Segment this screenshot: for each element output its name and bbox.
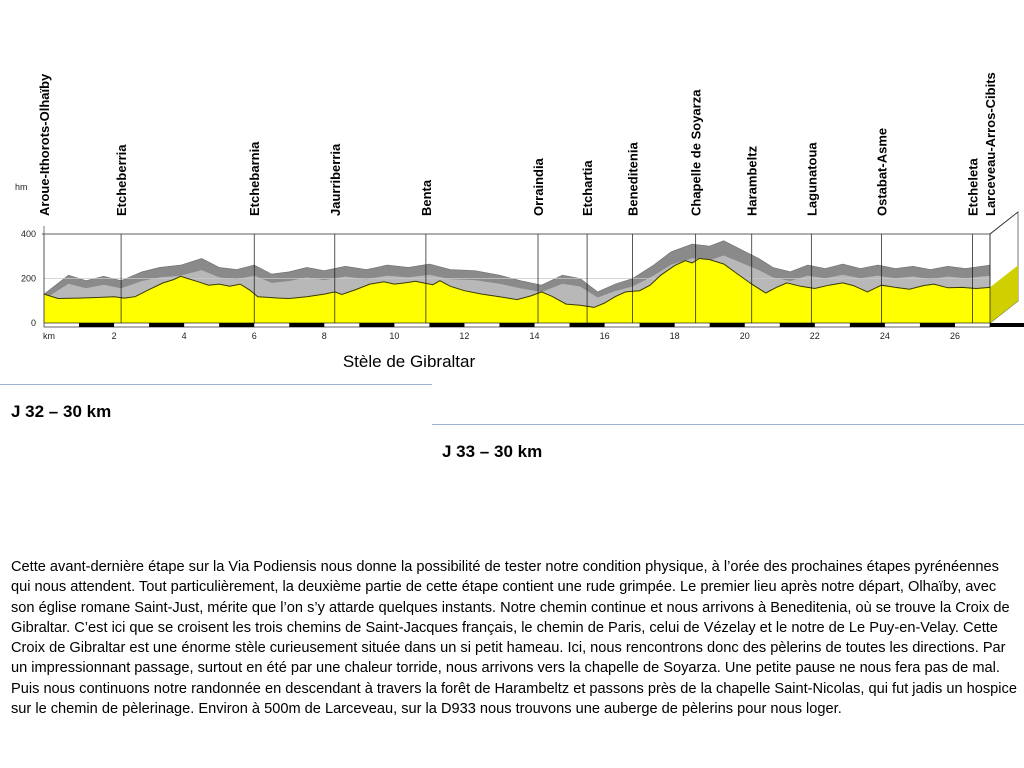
place-label-11: Ostabat-Asme — [874, 128, 889, 216]
x-tick-20: 20 — [740, 331, 750, 341]
x-tick-2: 2 — [112, 331, 117, 341]
box-side-fill — [990, 265, 1018, 323]
x-axis-dash-16 — [639, 323, 675, 327]
x-tick-24: 24 — [880, 331, 890, 341]
stage-right-divider — [432, 424, 1024, 425]
chart-caption: Stèle de Gibraltar — [342, 352, 476, 371]
x-axis-dash-24 — [919, 323, 955, 327]
box-top-diag — [989, 211, 1019, 235]
x-axis-dash-10 — [429, 323, 465, 327]
x-axis-dash-26 — [990, 323, 1024, 327]
place-label-6: Etchartia — [580, 160, 595, 216]
x-tick-14: 14 — [530, 331, 540, 341]
stage-right-label: J 33 – 30 km — [442, 442, 543, 461]
place-label-10: Lagunatoua — [804, 142, 819, 216]
place-label-2: Etchebarnia — [247, 141, 262, 216]
x-axis-dash-18 — [709, 323, 745, 327]
y-unit-label: hm — [15, 182, 28, 192]
x-axis-dash-22 — [849, 323, 885, 327]
x-axis-dash-12 — [499, 323, 535, 327]
stage-description: Cette avant-dernière étape sur la Via Po… — [11, 559, 1017, 718]
place-label-13: Larceveau-Arros-Cibits — [983, 72, 998, 216]
x-tick-18: 18 — [670, 331, 680, 341]
place-label-7: Beneditenia — [626, 142, 641, 216]
x-tick-10: 10 — [389, 331, 399, 341]
place-label-4: Benta — [419, 179, 434, 216]
x-tick-8: 8 — [322, 331, 327, 341]
y-tick-400: 400 — [21, 229, 36, 239]
place-label-1: Etcheberria — [114, 144, 129, 216]
x-axis-dash-20 — [779, 323, 815, 327]
x-axis-dash-4 — [219, 323, 255, 327]
x-unit-label: km — [43, 331, 55, 341]
x-axis-dash-0 — [79, 323, 115, 327]
place-label-0: Aroue-Ithorots-Olhaïby — [37, 73, 52, 216]
x-tick-22: 22 — [810, 331, 820, 341]
place-label-3: Jaurriberria — [328, 143, 343, 216]
place-label-12: Etcheleta — [965, 157, 980, 216]
elevation-area-layer — [43, 257, 991, 323]
x-tick-26: 26 — [950, 331, 960, 341]
stage-left-divider — [0, 384, 432, 385]
y-tick-0: 0 — [31, 318, 36, 328]
stage-left-label: J 32 – 30 km — [11, 402, 112, 421]
place-labels: Aroue-Ithorots-Olhaïby Etcheberria Etcheba… — [37, 72, 998, 216]
x-axis-dash-14 — [569, 323, 605, 327]
x-tick-12: 12 — [459, 331, 469, 341]
x-axis-dash-2 — [149, 323, 185, 327]
x-axis-dash-8 — [359, 323, 395, 327]
x-tick-16: 16 — [600, 331, 610, 341]
elevation-line — [43, 257, 991, 308]
x-tick-6: 6 — [252, 331, 257, 341]
y-tick-200: 200 — [21, 274, 36, 284]
x-tick-4: 4 — [182, 331, 187, 341]
place-label-5: Orraindia — [531, 157, 546, 216]
place-label-8: Chapelle de Soyarza — [689, 89, 704, 216]
x-axis-dash-6 — [289, 323, 325, 327]
elevation-area — [44, 258, 990, 323]
place-label-9: Harambeltz — [745, 145, 760, 216]
